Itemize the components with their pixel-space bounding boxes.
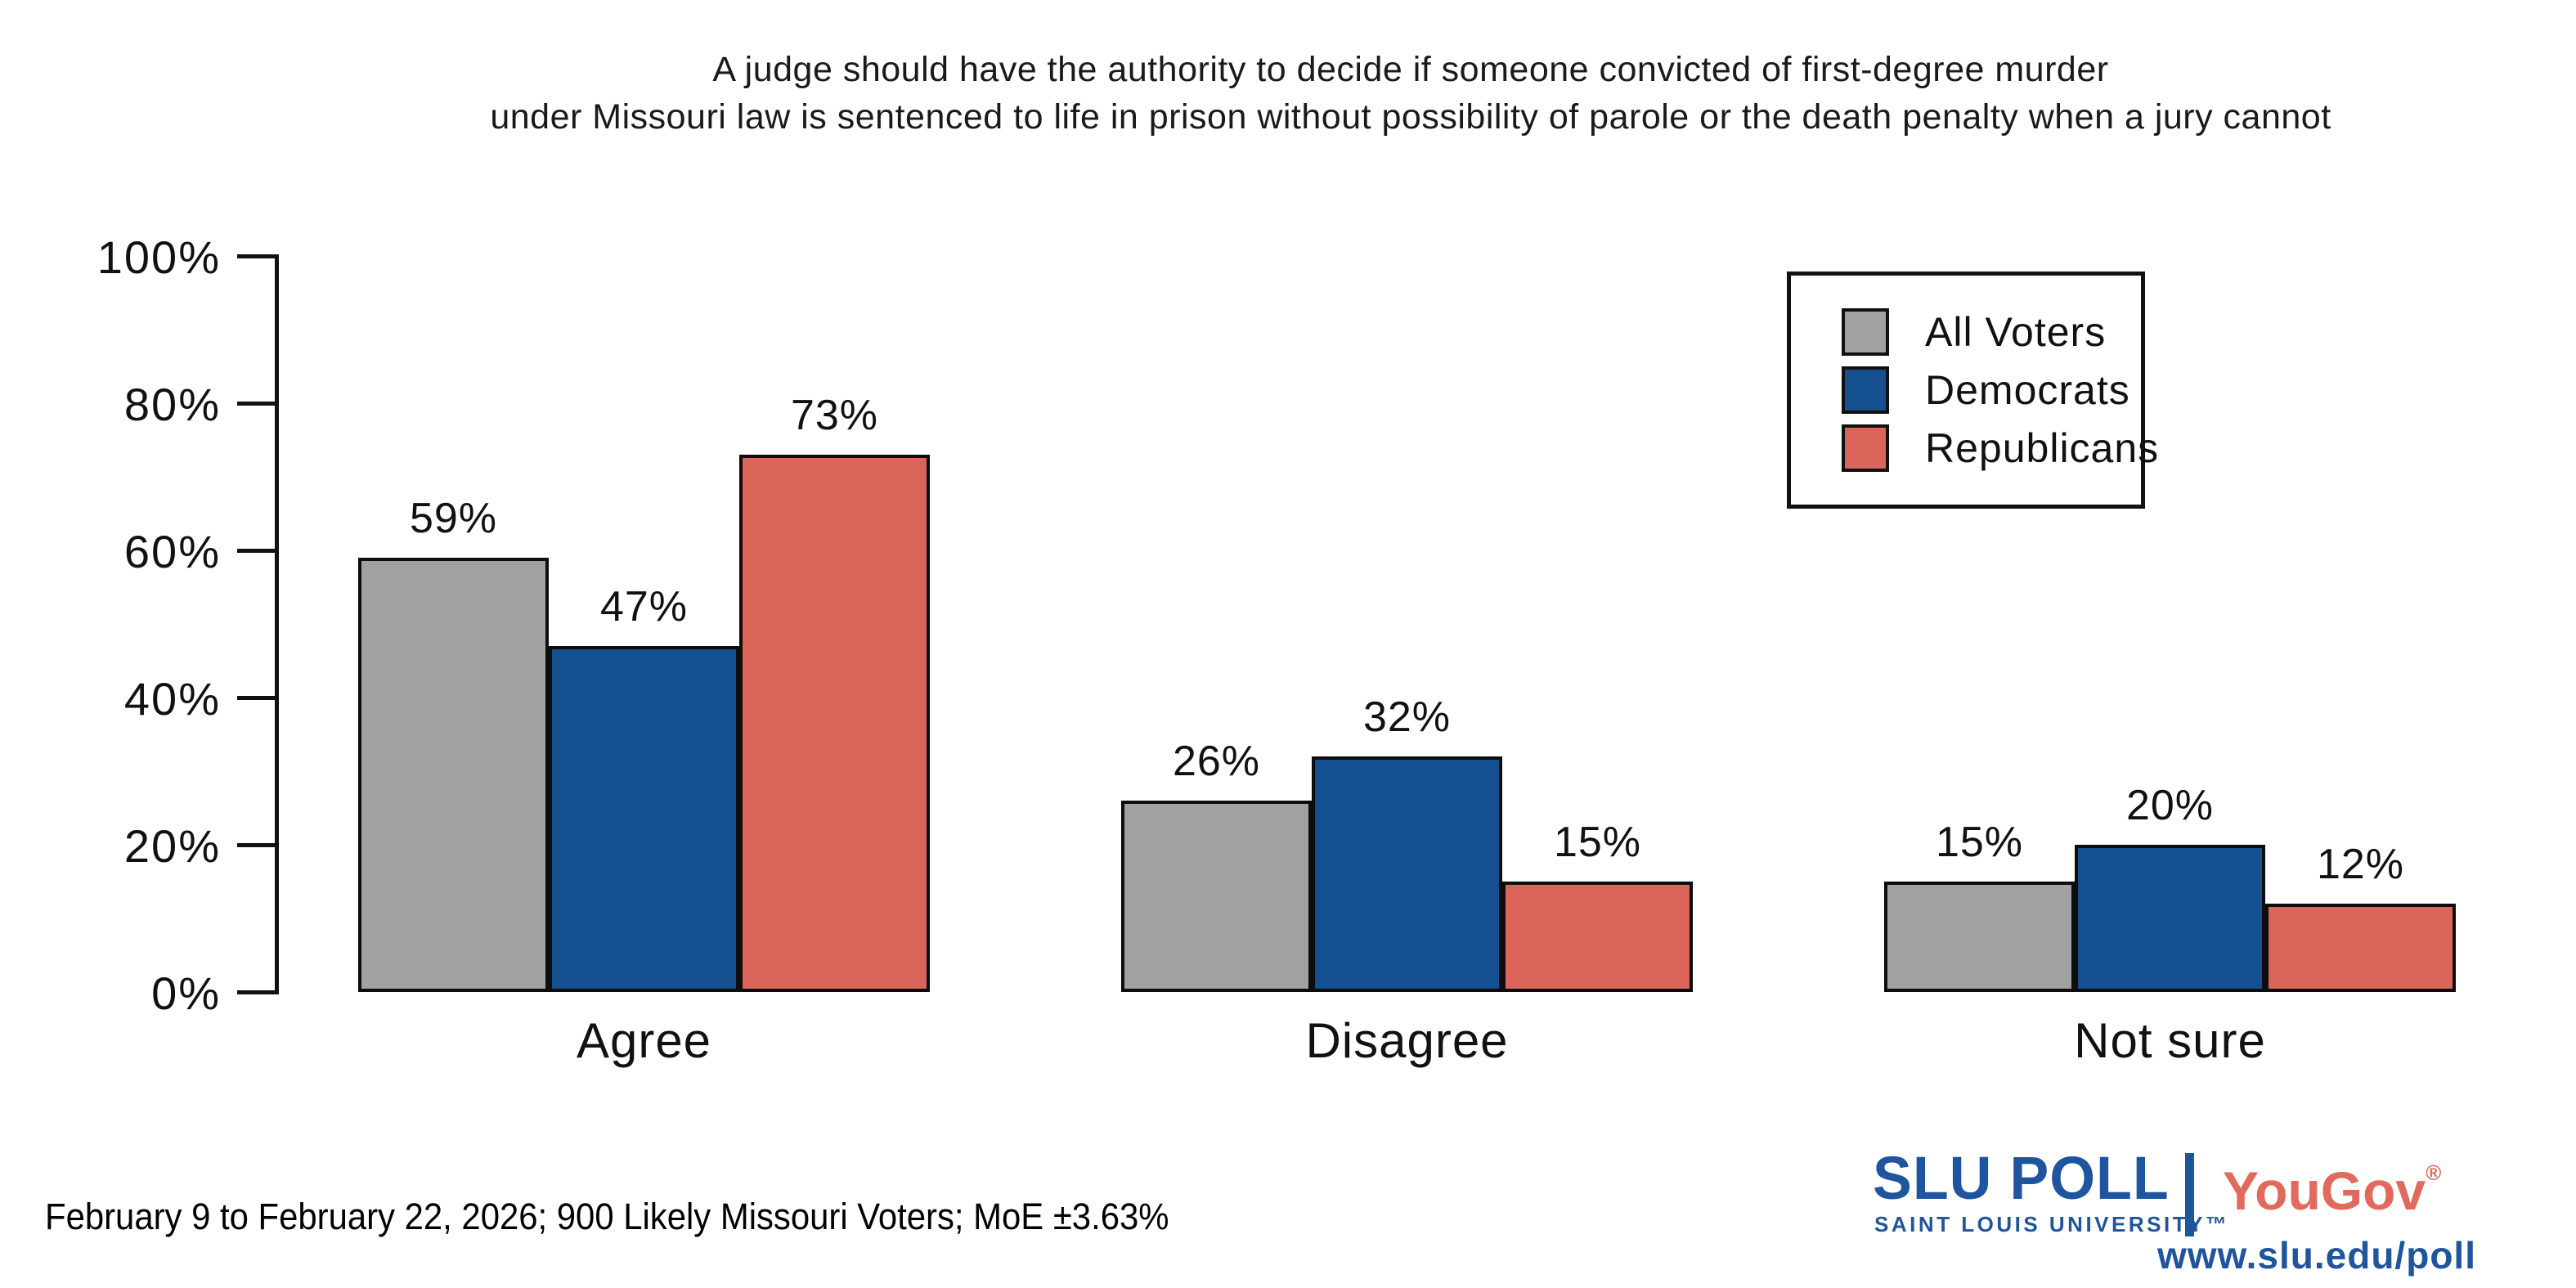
bar-agree-democrats (549, 646, 739, 992)
bar-not-sure-all-voters (1884, 882, 2075, 992)
bar-value-disagree-all-voters: 26% (1172, 738, 1261, 785)
legend-item-all-voters: All Voters (1842, 308, 2141, 356)
y-tick-label-100: 100% (96, 231, 221, 283)
y-tick-60 (237, 549, 275, 553)
category-label-disagree: Disagree (1305, 1013, 1509, 1068)
bar-not-sure-democrats (2075, 845, 2265, 992)
y-tick-0 (237, 990, 275, 994)
brand-separator (2185, 1153, 2194, 1236)
bar-value-disagree-republicans: 15% (1553, 819, 1642, 866)
y-tick-label-20: 20% (123, 820, 221, 872)
registered-symbol: ® (2426, 1160, 2442, 1185)
legend: All Voters Democrats Republicans (1787, 272, 2158, 509)
category-label-not-sure: Not sure (2074, 1013, 2266, 1068)
chart-title: A judge should have the authority to dec… (490, 46, 2331, 141)
slu-poll-logo: SLU POLL (1873, 1144, 2170, 1212)
y-tick-label-80: 80% (123, 379, 221, 430)
legend-item-republicans: Republicans (1842, 424, 2158, 472)
legend-swatch-all-voters (1842, 308, 1889, 356)
bar-disagree-democrats (1312, 756, 1502, 992)
bar-disagree-all-voters (1121, 801, 1312, 992)
bar-value-not-sure-republicans: 12% (2316, 841, 2405, 888)
bar-value-not-sure-democrats: 20% (2125, 782, 2215, 829)
legend-item-democrats: Democrats (1842, 366, 2141, 414)
slu-poll-url: www.slu.edu/poll (2157, 1234, 2476, 1277)
bar-agree-all-voters (358, 558, 549, 992)
y-tick-label-40: 40% (123, 673, 221, 725)
chart-title-line1: A judge should have the authority to dec… (712, 50, 2109, 89)
bar-not-sure-republicans (2265, 904, 2456, 992)
legend-swatch-democrats (1842, 366, 1889, 414)
y-tick-label-0: 0% (151, 967, 221, 1019)
trademark-symbol: ™ (2205, 1212, 2230, 1236)
legend-label-republicans: Republicans (1925, 425, 2160, 471)
footnote: February 9 to February 22, 2026; 900 Lik… (45, 1196, 1169, 1237)
bar-disagree-republicans (1502, 882, 1693, 992)
y-tick-20 (237, 843, 275, 847)
bar-value-agree-republicans: 73% (790, 392, 879, 439)
bar-agree-republicans (739, 455, 930, 992)
legend-label-democrats: Democrats (1925, 367, 2130, 413)
category-label-agree: Agree (576, 1013, 712, 1068)
bar-value-agree-democrats: 47% (599, 583, 689, 631)
yougov-logo: YouGov® (2223, 1160, 2442, 1221)
y-tick-100 (237, 254, 275, 258)
slu-university-wordmark: SAINT LOUIS UNIVERSITY™ (1874, 1212, 2230, 1236)
y-tick-label-60: 60% (123, 526, 221, 577)
legend-swatch-republicans (1842, 424, 1889, 472)
legend-label-all-voters: All Voters (1925, 309, 2107, 355)
y-tick-40 (237, 696, 275, 700)
bar-value-agree-all-voters: 59% (409, 495, 498, 542)
bar-value-not-sure-all-voters: 15% (1935, 819, 2024, 866)
y-axis-line (275, 254, 279, 994)
bar-value-disagree-democrats: 32% (1362, 693, 1452, 741)
y-tick-80 (237, 402, 275, 406)
chart-title-line2: under Missouri law is sentenced to life … (490, 97, 2331, 137)
